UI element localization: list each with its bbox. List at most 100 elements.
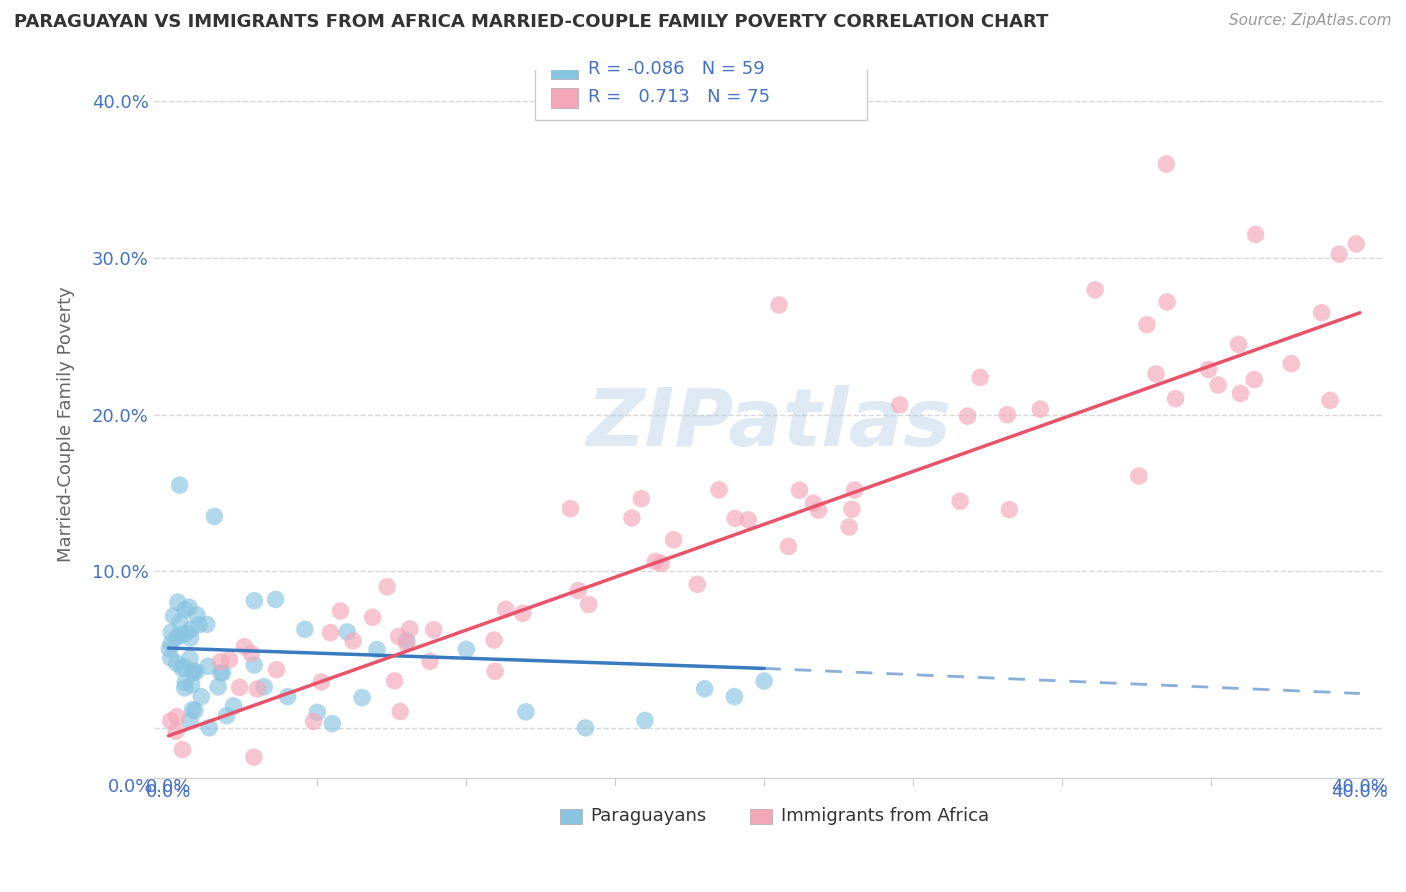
- Point: [166, 657, 188, 671]
- Point: [222, 698, 245, 713]
- Point: [209, 655, 232, 669]
- Point: [634, 714, 657, 728]
- Point: [266, 663, 288, 677]
- Point: [319, 625, 342, 640]
- Point: [1244, 227, 1267, 242]
- Point: [179, 631, 201, 645]
- Point: [807, 503, 830, 517]
- Point: [724, 511, 747, 525]
- Point: [198, 721, 221, 735]
- Text: 0.0%: 0.0%: [108, 778, 153, 796]
- Point: [166, 630, 188, 644]
- Point: [157, 642, 180, 657]
- Text: R = -0.086   N = 59: R = -0.086 N = 59: [588, 60, 765, 78]
- Point: [366, 642, 388, 657]
- Point: [1156, 295, 1178, 310]
- Point: [186, 607, 208, 622]
- Point: [578, 598, 600, 612]
- Point: [190, 690, 212, 704]
- Point: [329, 604, 352, 618]
- Point: [1198, 362, 1220, 376]
- Point: [375, 580, 398, 594]
- Point: [1144, 367, 1167, 381]
- Point: [650, 557, 672, 571]
- Point: [170, 661, 193, 675]
- Point: [218, 653, 240, 667]
- Point: [752, 674, 775, 689]
- Point: [240, 647, 263, 661]
- Point: [395, 636, 418, 650]
- Point: [246, 681, 269, 696]
- Point: [253, 680, 276, 694]
- Point: [166, 710, 188, 724]
- Point: [165, 724, 187, 739]
- Point: [560, 501, 582, 516]
- Point: [209, 665, 232, 680]
- Point: [211, 665, 233, 680]
- Point: [361, 610, 384, 624]
- Point: [707, 483, 730, 497]
- Point: [215, 708, 238, 723]
- Point: [1310, 306, 1333, 320]
- Point: [169, 628, 191, 642]
- Point: [1128, 469, 1150, 483]
- Text: 0.0%: 0.0%: [146, 778, 191, 796]
- Text: Immigrants from Africa: Immigrants from Africa: [780, 806, 988, 824]
- Point: [889, 398, 911, 412]
- Text: 40.0%: 40.0%: [1331, 778, 1388, 796]
- Text: ZIPatlas: ZIPatlas: [586, 385, 950, 463]
- Point: [173, 681, 195, 695]
- Point: [484, 665, 506, 679]
- Point: [662, 533, 685, 547]
- Point: [693, 681, 716, 696]
- Point: [995, 408, 1018, 422]
- Text: R =   0.713   N = 75: R = 0.713 N = 75: [588, 88, 770, 106]
- Point: [389, 705, 412, 719]
- Point: [998, 502, 1021, 516]
- Point: [177, 600, 200, 615]
- Point: [179, 714, 201, 728]
- Point: [789, 483, 811, 498]
- Point: [173, 659, 195, 673]
- Point: [174, 675, 197, 690]
- Point: [1319, 393, 1341, 408]
- Point: [204, 509, 226, 524]
- Point: [160, 651, 183, 665]
- Point: [1279, 357, 1302, 371]
- Point: [1206, 378, 1229, 392]
- Point: [342, 633, 364, 648]
- Point: [233, 640, 256, 654]
- Point: [243, 750, 266, 764]
- Point: [197, 659, 219, 673]
- Point: [949, 494, 972, 508]
- Point: [174, 626, 197, 640]
- Point: [195, 617, 218, 632]
- Point: [620, 511, 643, 525]
- Point: [969, 370, 991, 384]
- FancyBboxPatch shape: [551, 60, 578, 79]
- Point: [264, 592, 287, 607]
- Point: [838, 520, 860, 534]
- Point: [160, 625, 183, 640]
- Point: [179, 651, 201, 665]
- Point: [172, 742, 194, 756]
- Point: [723, 690, 745, 704]
- Point: [294, 622, 316, 636]
- Point: [307, 706, 329, 720]
- Point: [302, 714, 325, 729]
- Point: [277, 690, 299, 704]
- Point: [184, 704, 207, 718]
- Point: [1154, 157, 1177, 171]
- Point: [423, 623, 446, 637]
- Point: [515, 705, 537, 719]
- Point: [768, 298, 790, 312]
- FancyBboxPatch shape: [551, 87, 578, 108]
- Point: [169, 478, 191, 492]
- Point: [187, 617, 209, 632]
- Point: [574, 721, 596, 735]
- Point: [1084, 283, 1107, 297]
- Point: [352, 690, 374, 705]
- Point: [180, 678, 202, 692]
- Point: [384, 673, 406, 688]
- Point: [228, 681, 250, 695]
